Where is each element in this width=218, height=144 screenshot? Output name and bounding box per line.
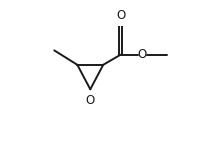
Text: O: O xyxy=(138,48,147,61)
Text: O: O xyxy=(116,9,125,22)
Text: O: O xyxy=(86,94,95,107)
